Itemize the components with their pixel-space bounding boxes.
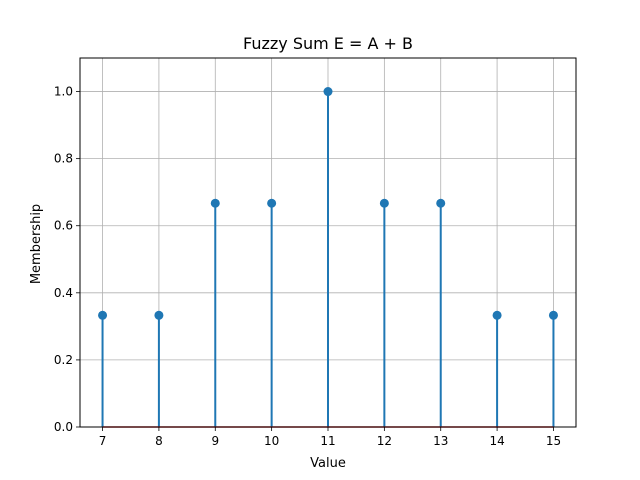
y-tick-label: 0.6 — [54, 219, 73, 233]
stem-marker — [548, 310, 558, 320]
x-tick-label: 14 — [489, 434, 504, 448]
stem-marker — [267, 198, 277, 208]
x-tick-label: 8 — [155, 434, 163, 448]
x-tick-label: 12 — [377, 434, 392, 448]
chart-title: Fuzzy Sum E = A + B — [243, 34, 413, 53]
x-tick-label: 11 — [320, 434, 335, 448]
stem-marker — [210, 198, 220, 208]
y-tick-label: 0.8 — [54, 152, 73, 166]
x-tick-label: 10 — [264, 434, 279, 448]
x-tick-label: 9 — [211, 434, 219, 448]
x-tick-label: 15 — [546, 434, 561, 448]
x-tick-label: 13 — [433, 434, 448, 448]
stem-markers — [98, 87, 558, 320]
stem-marker — [436, 198, 446, 208]
stem-marker — [154, 310, 164, 320]
x-tick-label: 7 — [99, 434, 107, 448]
y-tick-label: 1.0 — [54, 85, 73, 99]
stem-marker — [323, 87, 333, 97]
stem-lines — [101, 91, 555, 427]
y-axis-ticks: 0.0 0.2 0.4 0.6 0.8 1.0 — [54, 85, 80, 434]
y-tick-label: 0.4 — [54, 286, 73, 300]
y-tick-label: 0.0 — [54, 420, 73, 434]
stem-marker — [98, 310, 108, 320]
stem-marker — [379, 198, 389, 208]
y-axis-label: Membership — [29, 204, 44, 284]
y-tick-label: 0.2 — [54, 353, 73, 367]
x-axis-ticks: 7 8 9 10 11 12 13 14 15 — [99, 427, 561, 448]
stem-marker — [492, 310, 502, 320]
x-axis-label: Value — [310, 456, 346, 471]
